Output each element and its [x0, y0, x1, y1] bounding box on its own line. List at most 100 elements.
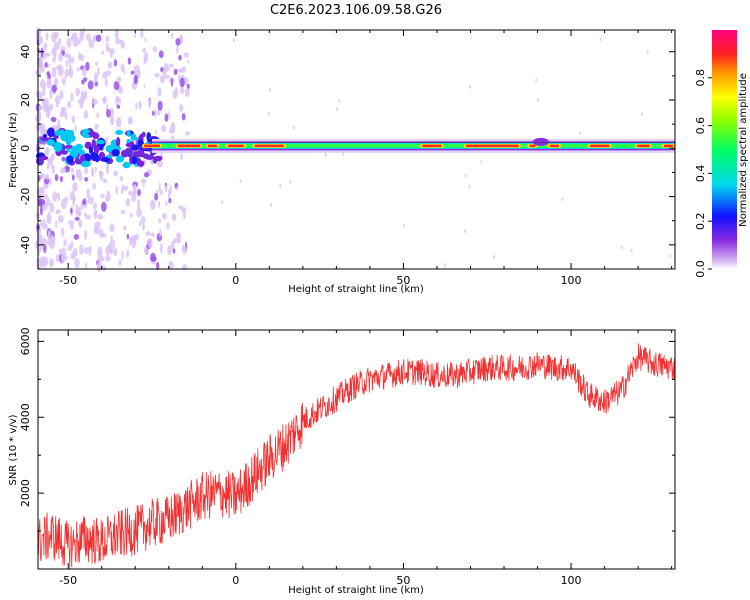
noise-blob	[47, 211, 51, 220]
noise-blob	[140, 27, 144, 39]
noise-blob	[39, 221, 43, 227]
noise-blob	[64, 73, 68, 79]
snr-x-tick-label: 0	[232, 574, 239, 587]
noise-blob	[151, 110, 155, 116]
energy-blob	[154, 155, 163, 162]
noise-blob	[158, 50, 164, 59]
noise-blob	[132, 183, 137, 195]
noise-blob	[403, 223, 406, 228]
noise-blob	[157, 87, 162, 97]
noise-blob	[156, 109, 161, 116]
noise-blob	[94, 166, 97, 173]
energy-blob	[66, 148, 71, 153]
noise-blob	[64, 52, 69, 58]
noise-blob	[109, 50, 113, 59]
noise-blob	[60, 247, 67, 258]
noise-blob	[599, 37, 602, 42]
noise-blob	[55, 209, 61, 215]
energy-blob	[90, 151, 99, 162]
noise-blob	[131, 237, 136, 249]
noise-blob	[78, 173, 83, 182]
noise-blob	[646, 49, 649, 54]
noise-blob	[79, 103, 84, 109]
energy-blob	[130, 133, 137, 140]
spectrogram-noise	[35, 27, 672, 273]
noise-blob	[72, 174, 75, 181]
noise-blob	[168, 110, 171, 120]
noise-blob	[48, 103, 54, 112]
energy-blob	[61, 150, 68, 155]
noise-blob	[108, 61, 112, 69]
noise-blob	[138, 100, 142, 110]
noise-blob	[60, 106, 67, 112]
noise-blob	[102, 71, 108, 80]
noise-blob	[232, 38, 235, 43]
noise-blob	[37, 36, 44, 45]
noise-blob	[181, 66, 186, 73]
noise-blob	[49, 202, 55, 213]
noise-blob	[45, 107, 50, 119]
noise-blob	[116, 76, 122, 83]
noise-blob	[59, 175, 63, 183]
noise-blob	[105, 35, 110, 43]
ridge-peak-segment	[549, 144, 560, 148]
noise-blob	[158, 182, 161, 191]
noise-blob	[641, 112, 644, 117]
noise-blob	[93, 208, 98, 220]
noise-blob	[143, 84, 146, 89]
noise-blob	[129, 212, 133, 218]
noise-blob	[107, 242, 114, 253]
noise-blob	[49, 89, 53, 99]
noise-blob	[87, 80, 94, 90]
energy-blob	[101, 157, 110, 163]
noise-blob	[113, 170, 118, 177]
noise-blob	[95, 61, 99, 66]
noise-blob	[54, 174, 59, 182]
ridge-lobe	[532, 137, 549, 146]
colorbar-tick-label: 0.6	[694, 117, 707, 135]
noise-blob	[115, 185, 118, 195]
noise-blob	[37, 197, 43, 207]
noise-blob	[154, 108, 157, 118]
noise-blob	[120, 209, 126, 215]
colorbar-tick-label: 0.4	[694, 165, 707, 183]
noise-blob	[338, 98, 341, 103]
noise-blob	[493, 254, 496, 259]
spectrogram-y-tick-label: 20	[19, 93, 32, 107]
noise-blob	[123, 69, 126, 75]
noise-blob	[179, 77, 185, 88]
noise-blob	[37, 91, 43, 102]
noise-blob	[279, 184, 282, 189]
noise-blob	[177, 205, 184, 210]
noise-blob	[178, 54, 182, 61]
noise-blob	[175, 38, 181, 46]
noise-blob	[97, 254, 104, 263]
noise-blob	[77, 99, 81, 105]
spectrogram-y-tick-label: 40	[19, 45, 32, 59]
energy-blob	[65, 136, 72, 146]
noise-blob	[112, 248, 118, 257]
noise-blob	[92, 202, 98, 210]
noise-blob	[143, 56, 147, 65]
noise-blob	[84, 177, 89, 182]
noise-blob	[156, 189, 159, 194]
noise-blob	[53, 31, 59, 38]
noise-blob	[142, 223, 145, 228]
noise-blob	[150, 256, 157, 262]
noise-blob	[181, 113, 186, 121]
noise-blob	[42, 203, 48, 211]
noise-blob	[37, 58, 44, 70]
energy-blob	[136, 151, 145, 157]
spectrogram-panel: -50 0 50 100 -40 -20 0 20 40 Height of straight …	[8, 27, 676, 295]
noise-blob	[62, 255, 68, 261]
noise-blob	[127, 57, 132, 65]
noise-blob	[94, 123, 99, 130]
ridge-peak-segment	[254, 144, 285, 148]
spectrogram-y-tick-label: -20	[19, 188, 32, 206]
noise-blob	[47, 229, 52, 240]
noise-blob	[182, 264, 188, 271]
noise-blob	[47, 63, 50, 68]
noise-blob	[292, 125, 295, 130]
noise-blob	[669, 253, 672, 258]
